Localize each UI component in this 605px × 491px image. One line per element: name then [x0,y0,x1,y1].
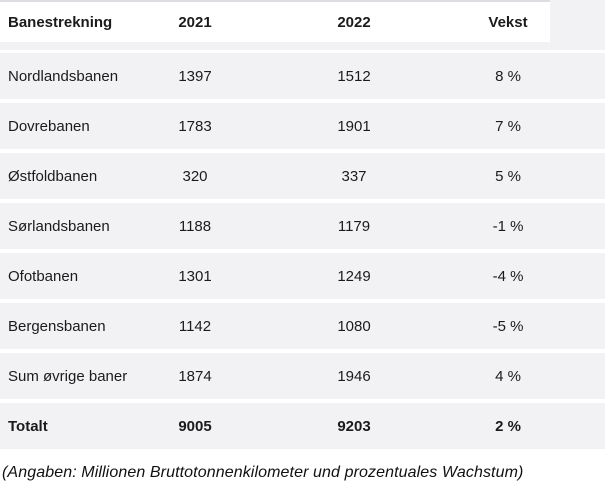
cell-2021-value: 1188 [178,217,212,235]
cell-banestrekning: Bergensbanen [8,317,106,335]
cell-vekst-value: 8 % [495,67,521,85]
header-divider-band [0,42,605,50]
cell-2022-value: 1512 [337,67,371,85]
cell-2021-value: 1301 [178,267,212,285]
table-row: Ofotbanen 1301 1249 -4 % [0,253,605,299]
cell-vekst-value: -4 % [492,267,524,285]
cell-banestrekning: Sørlandsbanen [8,217,110,235]
cell-banestrekning: Ofotbanen [8,267,79,285]
cell-vekst-value: 5 % [495,167,521,185]
table-row: Østfoldbanen 320 337 5 % [0,153,605,199]
table-caption: (Angaben: Millionen Bruttotonnenkilomete… [2,464,524,481]
table-row: Sum øvrige baner 1874 1946 4 % [0,353,605,399]
cell-2021-value: 320 [182,167,208,185]
cell-2021-value: 1874 [178,367,212,385]
table-row: Dovrebanen 1783 1901 7 % [0,103,605,149]
table-body: Nordlandsbanen 1397 1512 8 % Dovrebanen … [0,53,605,399]
cell-banestrekning: Sum øvrige baner [8,367,128,385]
column-header-vekst: Vekst [488,13,528,31]
cell-2022-value: 1249 [337,267,371,285]
table-row-total: Totalt 9005 9203 2 % [0,403,605,449]
cell-2022-value: 337 [341,167,367,185]
total-2022-value: 9203 [337,417,371,435]
total-label: Totalt [8,417,48,435]
cell-2022-value: 1946 [337,367,371,385]
cell-2022-value: 1080 [337,317,371,335]
table-header-row: Banestrekning 2021 2022 Vekst [0,2,605,42]
table-row: Bergensbanen 1142 1080 -5 % [0,303,605,349]
cell-banestrekning: Dovrebanen [8,117,90,135]
cell-2021-value: 1142 [178,317,212,335]
total-2021-value: 9005 [178,417,212,435]
cell-2022-value: 1901 [337,117,371,135]
table-row: Nordlandsbanen 1397 1512 8 % [0,53,605,99]
cell-banestrekning: Østfoldbanen [8,167,98,185]
cell-2021-value: 1397 [178,67,212,85]
total-vekst-value: 2 % [495,417,521,435]
column-header-banestrekning: Banestrekning [8,13,113,31]
cell-vekst-value: 7 % [495,117,521,135]
cell-vekst-value: -1 % [492,217,524,235]
cell-vekst-value: -5 % [492,317,524,335]
cell-2021-value: 1783 [178,117,212,135]
table-top-border [0,0,605,2]
column-header-2021: 2021 [178,13,212,31]
column-header-2022: 2022 [337,13,371,31]
cell-2022-value: 1179 [337,217,371,235]
cell-vekst-value: 4 % [495,367,521,385]
table-row: Sørlandsbanen 1188 1179 -1 % [0,203,605,249]
cell-banestrekning: Nordlandsbanen [8,67,119,85]
